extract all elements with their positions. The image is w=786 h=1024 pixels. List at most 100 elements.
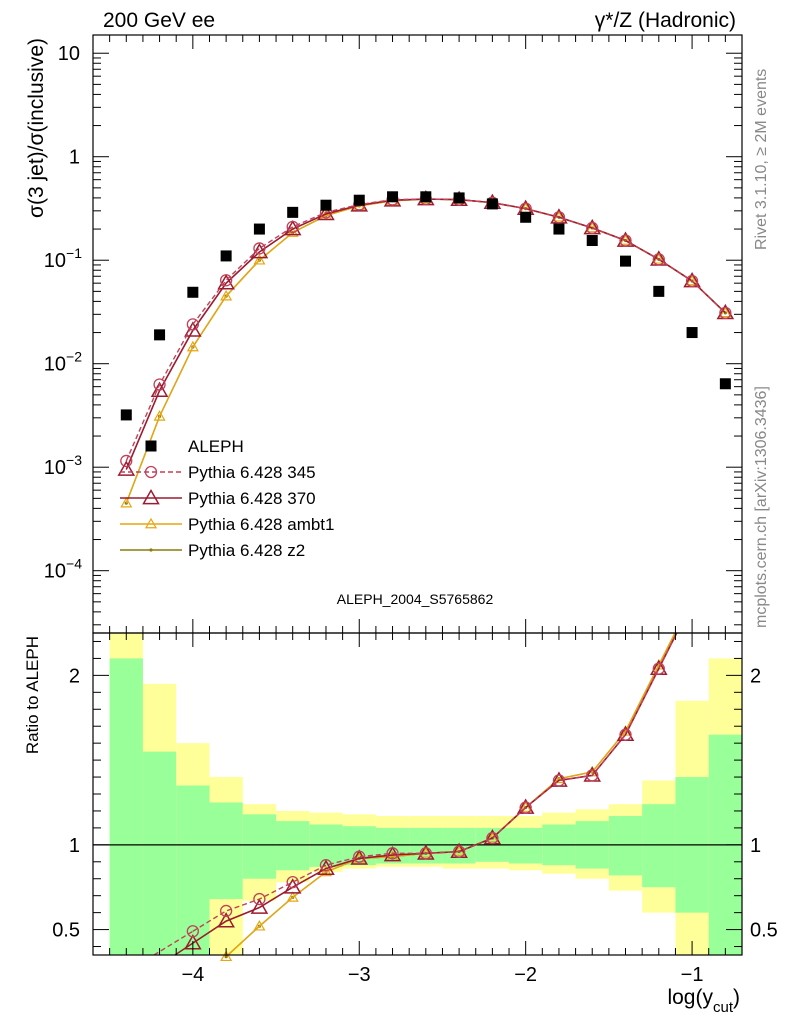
- ratio-band-inner: [109, 658, 143, 955]
- header-right-label: γ*/Z (Hadronic): [595, 9, 736, 32]
- point-data: [187, 286, 199, 298]
- ratio-y-tick-label-right: 2: [750, 665, 761, 687]
- main-y-tick-label: 10−4: [44, 556, 82, 583]
- point-p345: [652, 253, 665, 266]
- point-ambt1: [220, 289, 233, 301]
- point-data: [353, 194, 365, 206]
- x-tick-label: −4: [181, 964, 204, 986]
- curve-p345: [125, 198, 726, 462]
- main-y-tick-label: 10−1: [44, 245, 82, 272]
- ratio-point-p370: [383, 845, 402, 862]
- point-data: [287, 206, 299, 218]
- ratio-point-p370: [250, 898, 269, 914]
- legend: ALEPH Pythia 6.428 345 Pythia 6.428 370 Pyt…: [120, 437, 334, 560]
- point-p345: [286, 220, 299, 234]
- ratio-curve-p345: [192, 632, 678, 932]
- legend-label-p370: Pythia 6.428 370: [188, 489, 316, 508]
- ratio-point-p370: [217, 912, 235, 928]
- point-p370: [150, 381, 169, 397]
- point-data: [520, 211, 532, 223]
- point-p345: [552, 211, 566, 224]
- point-data: [719, 378, 731, 390]
- ratio-y-tick-label-right: 1: [750, 835, 761, 857]
- ratio-y-axis-title: Ratio to ALEPH: [23, 636, 42, 754]
- axes: −4 −3 −2 −1 10 1 10−1 10−2 10−3 10−4 0.5 0.5 1 1 2 2: [44, 34, 778, 986]
- point-p370: [283, 220, 302, 236]
- ratio-point-p345: [386, 847, 399, 860]
- ratio-band-inner: [509, 827, 543, 864]
- main-y-axis-title: σ(3 jet)/σ(inclusive): [25, 38, 48, 218]
- ratio-point-p345: [353, 850, 366, 863]
- point-p370: [184, 321, 202, 337]
- main-y-tick-label: 10−3: [44, 452, 82, 479]
- analysis-label: ALEPH_2004_S5765862: [337, 591, 494, 607]
- ratio-point-p345: [486, 831, 499, 845]
- ratio-y-tick-label-left: 1: [69, 835, 80, 857]
- ratio-band-inner: [176, 785, 210, 955]
- ratio-point-ambt1: [286, 891, 299, 902]
- point-data: [387, 191, 399, 203]
- ratio-point-p345: [519, 801, 532, 814]
- ratio-curve-z2: [225, 632, 676, 958]
- legend-label-data: ALEPH: [188, 437, 244, 456]
- ratio-band-inner: [608, 816, 643, 876]
- ratio-point-p345: [219, 904, 233, 918]
- x-tick-label: −3: [348, 964, 371, 986]
- x-tick-label: −1: [681, 964, 704, 986]
- point-p345: [219, 274, 233, 287]
- rivet-label: Rivet 3.1.10, ≥ 2M events: [753, 69, 770, 250]
- ratio-uncertainty-bands: [93, 633, 742, 955]
- ratio-band-inner: [642, 804, 676, 888]
- ratio-lead-p370: [174, 942, 194, 956]
- point-ambt1: [153, 410, 166, 421]
- legend-marker-ambt1: [144, 517, 158, 529]
- ratio-point-p345: [419, 847, 432, 860]
- point-ambt1: [120, 496, 133, 508]
- main-y-tick-label: 10−2: [44, 349, 82, 376]
- ratio-band-inner: [209, 802, 243, 900]
- main-y-tick-label: 10: [58, 43, 80, 65]
- ratio-y-tick-label-right: 0.5: [750, 920, 778, 942]
- point-p345: [186, 318, 199, 331]
- point-p345: [586, 221, 599, 235]
- point-p370: [117, 460, 136, 476]
- point-data: [154, 329, 166, 341]
- ratio-point-p345: [552, 774, 566, 787]
- x-tick-label: −2: [514, 964, 537, 986]
- point-p370: [317, 204, 335, 221]
- point-p345: [719, 306, 732, 320]
- legend-label-p345: Pythia 6.428 345: [188, 463, 316, 482]
- ratio-band-inner: [276, 821, 310, 871]
- legend-marker-z2: [149, 548, 153, 552]
- point-data: [586, 235, 598, 247]
- ratio-band-inner: [242, 814, 277, 879]
- ratio-point-p345: [586, 769, 599, 782]
- point-p345: [253, 242, 266, 255]
- ratio-point-ambt1: [486, 831, 499, 843]
- ratio-y-tick-label-left: 0.5: [52, 920, 80, 942]
- point-p345: [153, 378, 166, 391]
- ratio-point-ambt1: [319, 865, 333, 877]
- legend-label-z2: Pythia 6.428 z2: [188, 541, 305, 560]
- point-data: [453, 192, 465, 204]
- point-data: [253, 223, 265, 235]
- curve-z2: [125, 198, 726, 504]
- point-ambt1: [186, 340, 199, 352]
- legend-marker-p370: [142, 488, 160, 505]
- ratio-mc-curves: [153, 632, 678, 962]
- ratio-point-p345: [652, 662, 665, 675]
- ratio-point-ambt1: [253, 919, 266, 931]
- ratio-band-inner: [142, 751, 177, 955]
- point-data: [320, 199, 332, 211]
- point-ambt1: [686, 274, 699, 286]
- ratio-point-p345: [286, 875, 299, 889]
- point-data: [420, 191, 432, 203]
- ratio-point-p345: [186, 925, 199, 938]
- point-data: [486, 198, 498, 210]
- point-data: [120, 409, 132, 421]
- main-y-tick-label: 1: [69, 147, 80, 169]
- curve-ambt1: [125, 198, 726, 504]
- ratio-point-p345: [619, 728, 632, 741]
- legend-label-ambt1: Pythia 6.428 ambt1: [188, 515, 334, 534]
